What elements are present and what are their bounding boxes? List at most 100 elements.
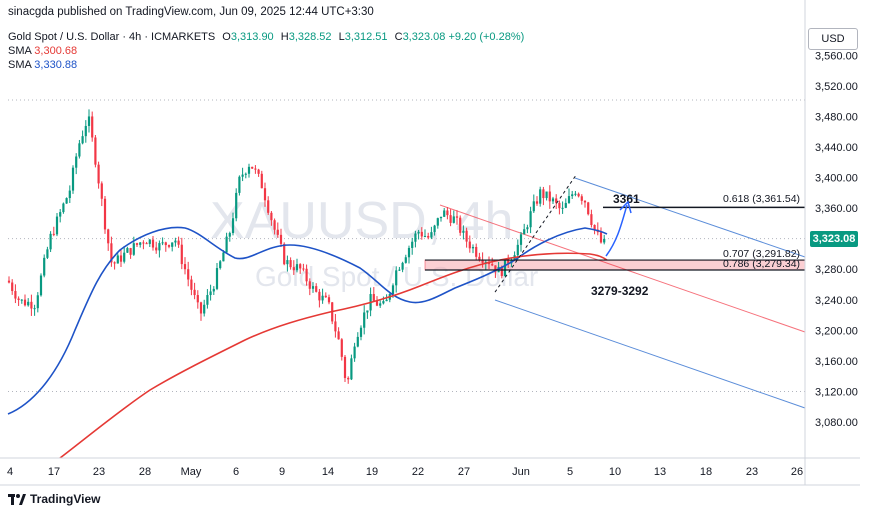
- candle-body: [276, 229, 279, 235]
- candle-body: [599, 232, 603, 243]
- y-tick-label: 3,120.00: [815, 386, 858, 398]
- close-label: C: [394, 31, 403, 43]
- candle-body: [414, 233, 417, 242]
- y-tick-label: 3,080.00: [815, 417, 858, 429]
- forecast-arrow-head: [619, 200, 632, 214]
- open-value: 3,313.90: [230, 31, 274, 43]
- candle-body: [14, 291, 17, 299]
- candle-body: [513, 255, 516, 260]
- candle-body: [548, 191, 551, 202]
- candle-body: [567, 196, 571, 203]
- candle-body: [356, 336, 359, 347]
- candle-body: [452, 216, 455, 223]
- candle-body: [100, 183, 103, 199]
- sma-fast-legend[interactable]: SMA 3,300.68: [8, 45, 77, 57]
- candle-body: [395, 270, 398, 286]
- candle-body: [321, 295, 324, 301]
- y-tick-label: 3,400.00: [815, 173, 858, 185]
- currency-button[interactable]: USD: [808, 28, 858, 50]
- candle-body: [49, 233, 52, 250]
- candle-body: [603, 238, 606, 243]
- zone-label: 3279-3292: [591, 284, 649, 298]
- candle-body: [468, 241, 471, 249]
- candle-body: [484, 261, 487, 263]
- candle-body: [145, 243, 148, 245]
- y-tick-label: 3,520.00: [815, 81, 858, 93]
- candle-body: [142, 242, 145, 244]
- candle-body: [391, 285, 395, 295]
- candle-body: [107, 229, 110, 244]
- candle-body: [273, 220, 276, 230]
- candle-body: [423, 235, 427, 237]
- tradingview-logo[interactable]: TradingView: [8, 492, 100, 506]
- footer-brand: TradingView: [30, 492, 101, 506]
- x-tick-label: 22: [412, 466, 424, 478]
- candle-body: [219, 261, 222, 269]
- candle-body: [532, 201, 535, 212]
- candle-body: [433, 225, 436, 233]
- candle-body: [491, 264, 494, 266]
- candle-body: [190, 279, 193, 290]
- candle-body: [94, 137, 97, 165]
- candle-body: [251, 166, 254, 169]
- candle-body: [279, 234, 283, 244]
- candle-body: [577, 193, 580, 197]
- candle-body: [119, 255, 123, 262]
- candle-body: [59, 212, 62, 217]
- candle-body: [587, 202, 590, 215]
- candle-body: [215, 268, 219, 289]
- close-value: 3,323.08: [402, 31, 446, 43]
- candle-body: [535, 201, 539, 204]
- candle-body: [91, 116, 94, 138]
- low-label: L: [338, 31, 345, 43]
- candle-body: [97, 164, 100, 184]
- x-tick-label: May: [181, 466, 202, 478]
- candle-body: [510, 259, 513, 264]
- candle-body: [519, 234, 523, 245]
- fib-0618-label: 0.618 (3,361.54): [723, 193, 800, 205]
- fib-0707-label: 0.707 (3,291.82): [723, 248, 800, 260]
- x-tick-label: 5: [567, 466, 573, 478]
- candle-body: [257, 169, 260, 174]
- candle-body: [449, 215, 452, 223]
- candle-body: [254, 168, 257, 170]
- candle-body: [324, 295, 327, 298]
- candle-body: [350, 358, 353, 380]
- sma-slow-legend[interactable]: SMA 3,330.88: [8, 59, 77, 71]
- candle-body: [161, 242, 164, 244]
- candle-body: [459, 217, 462, 233]
- candle-body: [542, 189, 545, 199]
- y-tick-label: 3,480.00: [815, 111, 858, 123]
- candle-body: [462, 230, 465, 233]
- x-tick-label: 28: [139, 466, 151, 478]
- candle-body: [20, 299, 23, 301]
- x-tick-label: 23: [93, 466, 105, 478]
- x-tick-label: 4: [7, 466, 13, 478]
- candle-body: [87, 116, 91, 126]
- high-label: H: [280, 31, 289, 43]
- candle-body: [75, 156, 78, 168]
- candle-body: [478, 256, 481, 260]
- candle-body: [401, 262, 404, 270]
- candle-body: [385, 299, 388, 302]
- candle-body: [593, 224, 596, 230]
- candle-body: [222, 252, 225, 262]
- candle-body: [36, 295, 39, 309]
- candle-body: [171, 242, 174, 247]
- candle-body: [33, 308, 36, 310]
- candle-body: [238, 176, 241, 193]
- candle-body: [247, 166, 251, 174]
- last-price-tag: 3,323.08: [810, 231, 858, 247]
- symbol-name: Gold Spot / U.S. Dollar · 4h · ICMARKETS: [8, 31, 216, 43]
- candle-body: [295, 264, 299, 271]
- candle-body: [558, 202, 561, 209]
- candle-body: [199, 302, 203, 314]
- x-tick-label: 10: [609, 466, 621, 478]
- candle-body: [267, 200, 270, 213]
- candle-body: [503, 258, 507, 277]
- candle-body: [11, 282, 14, 292]
- candle-body: [439, 216, 443, 219]
- candle-body: [270, 212, 273, 221]
- candle-body: [193, 289, 196, 296]
